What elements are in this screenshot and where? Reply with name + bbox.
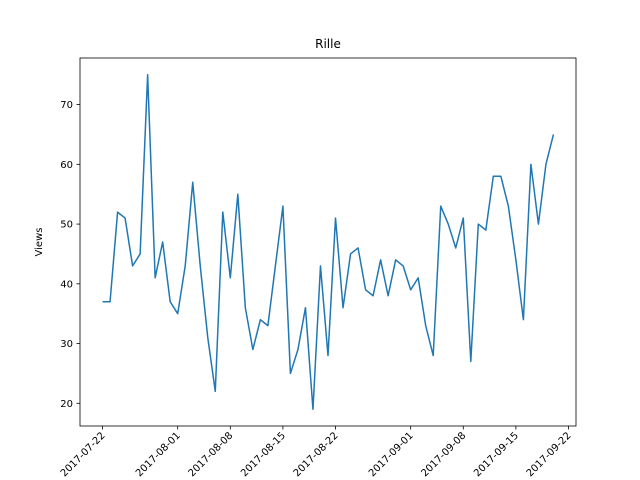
y-axis-label: Views [34,228,45,257]
plot-frame [79,57,577,427]
y-tick-label: 30 [60,339,73,350]
y-tick-label: 70 [60,100,73,111]
y-axis-ticks: 20 30 40 50 60 70 [60,100,80,410]
y-tick-label: 60 [60,160,73,171]
y-tick-label: 50 [60,220,73,231]
y-tick-label: 20 [60,399,73,410]
chart-title: Rille [315,37,341,51]
series-line [102,73,555,411]
y-tick-label: 40 [60,279,73,290]
